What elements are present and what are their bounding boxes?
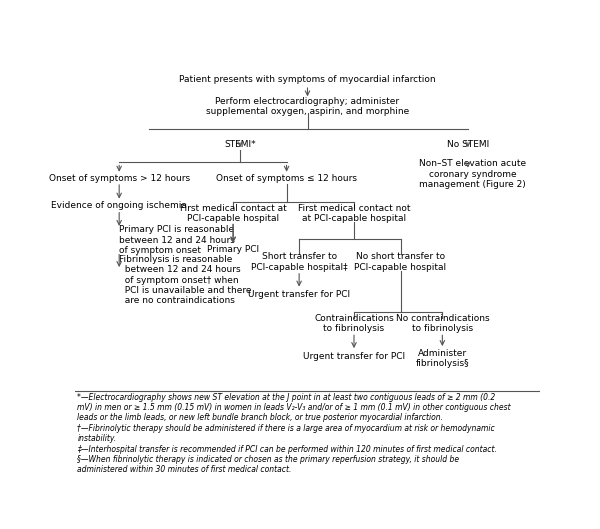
Text: No STEMI: No STEMI xyxy=(447,140,489,150)
Text: Non–ST elevation acute
coronary syndrome
management (Figure 2): Non–ST elevation acute coronary syndrome… xyxy=(419,159,526,189)
Text: Short transfer to
PCI-capable hospital‡: Short transfer to PCI-capable hospital‡ xyxy=(251,252,347,271)
Text: STEMI*: STEMI* xyxy=(224,140,256,150)
Text: Urgent transfer for PCI: Urgent transfer for PCI xyxy=(303,352,405,361)
Text: Administer
fibrinolysis§: Administer fibrinolysis§ xyxy=(416,349,469,369)
Text: No contraindications
to fibrinolysis: No contraindications to fibrinolysis xyxy=(395,314,489,333)
Text: Contraindications
to fibrinolysis: Contraindications to fibrinolysis xyxy=(314,314,394,333)
Text: Fibrinolysis is reasonable
  between 12 and 24 hours
  of symptom onset† when
  : Fibrinolysis is reasonable between 12 an… xyxy=(119,255,251,305)
Text: First medical contact at
PCI-capable hospital: First medical contact at PCI-capable hos… xyxy=(180,204,286,223)
Text: First medical contact not
at PCI-capable hospital: First medical contact not at PCI-capable… xyxy=(298,204,410,223)
Text: Primary PCI: Primary PCI xyxy=(207,245,259,254)
Text: Patient presents with symptoms of myocardial infarction: Patient presents with symptoms of myocar… xyxy=(179,75,436,84)
Text: Evidence of ongoing ischemia: Evidence of ongoing ischemia xyxy=(51,201,187,210)
Text: No short transfer to
PCI-capable hospital: No short transfer to PCI-capable hospita… xyxy=(355,252,446,271)
Text: Perform electrocardiography; administer
supplemental oxygen, aspirin, and morphi: Perform electrocardiography; administer … xyxy=(206,97,409,116)
Text: Urgent transfer for PCI: Urgent transfer for PCI xyxy=(248,290,350,299)
Text: Onset of symptoms ≤ 12 hours: Onset of symptoms ≤ 12 hours xyxy=(216,174,357,183)
Text: Primary PCI is reasonable
between 12 and 24 hours
of symptom onset: Primary PCI is reasonable between 12 and… xyxy=(119,225,235,255)
Text: Onset of symptoms > 12 hours: Onset of symptoms > 12 hours xyxy=(49,174,190,183)
Text: *—Electrocardiography shows new ST elevation at the J point in at least two cont: *—Electrocardiography shows new ST eleva… xyxy=(77,393,511,475)
